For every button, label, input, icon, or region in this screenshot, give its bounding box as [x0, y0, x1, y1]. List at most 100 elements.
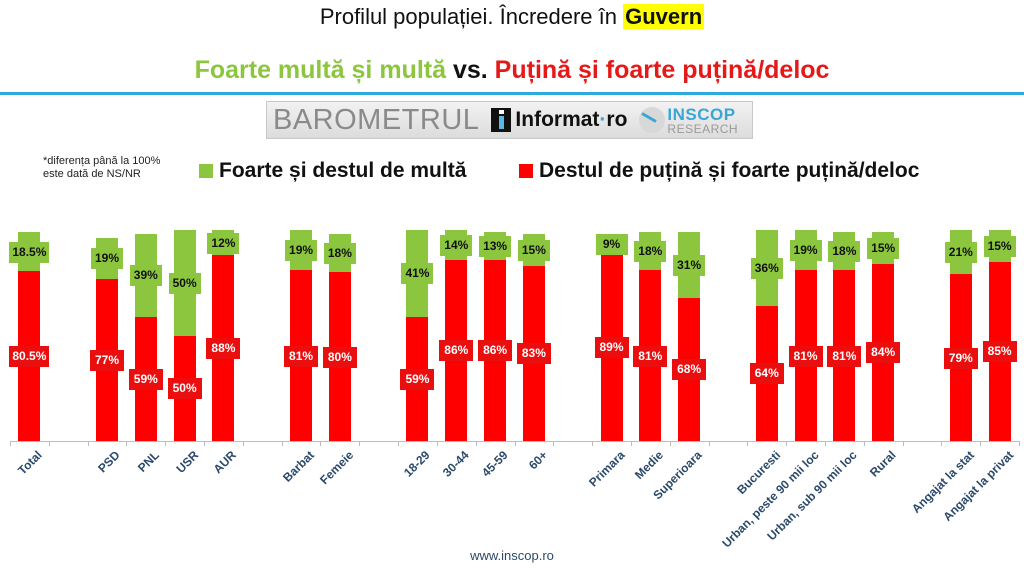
- data-label-high-trust: 31%: [673, 254, 706, 276]
- data-label-low-trust: 81%: [284, 345, 319, 367]
- data-label-low-trust: 80.5%: [9, 346, 50, 368]
- page-subtitle: Foarte multă și multă vs. Puțină și foar…: [0, 56, 1024, 85]
- data-label-high-trust: 18%: [323, 243, 356, 265]
- legend-item-red: Destul de puțină și foarte puțină/deloc: [519, 159, 919, 183]
- footer-url: www.inscop.ro: [470, 548, 554, 563]
- x-axis-label: Barbat: [280, 448, 317, 485]
- data-label-high-trust: 19%: [91, 248, 124, 270]
- data-label-low-trust: 77%: [90, 349, 125, 371]
- x-axis-tick: [1019, 441, 1020, 446]
- inscop-disc-icon: [639, 107, 666, 133]
- x-axis-tick: [398, 441, 399, 446]
- x-axis-label: 30-44: [440, 448, 472, 480]
- data-label-low-trust: 88%: [206, 338, 241, 360]
- informat-ro: ro: [606, 108, 628, 131]
- header-divider: [0, 92, 1024, 95]
- x-axis-label: 60+: [525, 448, 551, 473]
- data-label-low-trust: 59%: [128, 368, 163, 390]
- data-label-low-trust: 50%: [167, 378, 202, 400]
- x-axis-tick: [10, 441, 11, 446]
- x-axis-tick: [243, 441, 244, 446]
- informat-i-icon: [491, 108, 512, 132]
- x-axis-label: USR: [173, 448, 201, 476]
- data-label-low-trust: 64%: [749, 363, 784, 385]
- x-axis-tick: [553, 441, 554, 446]
- data-label-high-trust: 15%: [867, 237, 900, 259]
- x-axis-label: AUR: [211, 448, 240, 477]
- data-label-low-trust: 79%: [943, 347, 978, 369]
- x-axis-tick: [864, 441, 865, 446]
- legend-label-green: Foarte și destul de multă: [219, 159, 467, 182]
- x-axis-tick: [592, 441, 593, 446]
- data-label-low-trust: 81%: [633, 345, 668, 367]
- footnote: *diferența până la 100% este dată de NS/…: [43, 155, 160, 181]
- data-label-low-trust: 89%: [594, 337, 629, 359]
- data-label-low-trust: 86%: [439, 340, 474, 362]
- data-label-low-trust: 86%: [478, 340, 513, 362]
- data-label-high-trust: 36%: [750, 257, 783, 279]
- legend-item-green: Foarte și destul de multă: [199, 159, 466, 183]
- data-label-high-trust: 18%: [828, 241, 861, 263]
- data-label-high-trust: 21%: [944, 242, 977, 264]
- x-axis-tick: [747, 441, 748, 446]
- data-label-low-trust: 68%: [672, 359, 707, 381]
- inscop-logo: INSCOP RESEARCH: [639, 106, 738, 135]
- x-axis-label: Femeie: [316, 448, 357, 488]
- x-axis-tick: [165, 441, 166, 446]
- footnote-line-1: *diferența până la 100%: [43, 155, 161, 167]
- data-label-high-trust: 15%: [517, 240, 550, 262]
- x-axis-label: Rural: [867, 448, 899, 480]
- x-axis-tick: [126, 441, 127, 446]
- data-label-high-trust: 13%: [479, 235, 512, 257]
- x-axis-tick: [515, 441, 516, 446]
- x-axis-label: 18-29: [401, 448, 434, 480]
- data-label-low-trust: 83%: [516, 343, 551, 365]
- subtitle-green: Foarte multă și multă: [194, 56, 447, 84]
- data-label-high-trust: 41%: [401, 263, 434, 285]
- data-label-low-trust: 85%: [982, 341, 1017, 363]
- informat-dot: ·: [599, 108, 607, 131]
- data-label-high-trust: 19%: [285, 240, 318, 262]
- barometrul-logo: BAROMETRUL: [273, 103, 480, 136]
- x-axis-tick: [670, 441, 671, 446]
- data-label-high-trust: 18%: [634, 241, 667, 263]
- x-axis-tick: [786, 441, 787, 446]
- data-label-low-trust: 81%: [788, 345, 823, 367]
- x-axis-tick: [437, 441, 438, 446]
- data-label-high-trust: 50%: [168, 272, 201, 294]
- data-label-high-trust: 14%: [440, 234, 473, 256]
- data-label-low-trust: 80%: [322, 346, 357, 368]
- x-axis-label: Angajat la privat: [939, 448, 1016, 524]
- x-axis-label: PSD: [95, 448, 123, 476]
- x-axis-tick: [359, 441, 360, 446]
- legend-swatch-green: [199, 164, 213, 178]
- subtitle-red: Puțină și foarte puțină/deloc: [494, 56, 830, 84]
- sponsor-banner: BAROMETRUL Informat·ro INSCOP RESEARCH: [266, 101, 753, 139]
- x-axis-tick: [980, 441, 981, 446]
- data-label-low-trust: 84%: [866, 342, 901, 364]
- x-axis-tick: [88, 441, 89, 446]
- x-axis: [10, 441, 1019, 442]
- inscop-research: RESEARCH: [667, 121, 739, 136]
- informat-name: Informat: [515, 108, 600, 131]
- data-label-high-trust: 18.5%: [9, 241, 50, 263]
- x-axis-tick: [941, 441, 942, 446]
- data-label-high-trust: 19%: [789, 240, 822, 262]
- inscop-name: INSCOP: [667, 104, 736, 124]
- page-title: Profilul populației. Încredere în Guvern: [0, 4, 1024, 30]
- x-axis-label: 45-59: [479, 448, 511, 480]
- data-label-low-trust: 81%: [827, 345, 862, 367]
- data-label-low-trust: 59%: [400, 368, 435, 390]
- subtitle-vs: vs.: [446, 56, 495, 84]
- title-highlight: Guvern: [623, 4, 705, 29]
- x-axis-tick: [825, 441, 826, 446]
- x-axis-tick: [320, 441, 321, 446]
- data-label-high-trust: 12%: [207, 232, 240, 254]
- informat-text: Informat·ro: [515, 108, 627, 132]
- x-axis-tick: [631, 441, 632, 446]
- x-axis-label: Medie: [632, 448, 667, 482]
- footnote-line-2: este dată de NS/NR: [43, 168, 141, 180]
- x-axis-tick: [476, 441, 477, 446]
- x-axis-label: Primara: [585, 448, 628, 490]
